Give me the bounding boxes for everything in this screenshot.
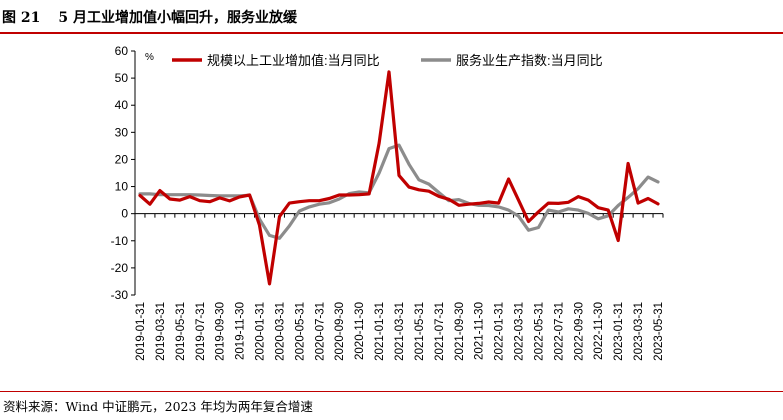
y-tick-label: 50 xyxy=(115,71,129,85)
x-tick-label: 2020-09-30 xyxy=(334,302,346,361)
y-tick-label: 20 xyxy=(115,152,129,166)
x-tick-label: 2021-09-30 xyxy=(454,302,466,361)
x-tick-label: 2021-01-31 xyxy=(374,302,386,361)
x-tick-label: 2021-11-30 xyxy=(474,302,486,360)
x-tick-label: 2019-07-31 xyxy=(195,302,207,361)
legend-label-services: 服务业生产指数:当月同比 xyxy=(456,53,603,68)
x-tick-label: 2023-05-31 xyxy=(653,302,665,361)
x-tick-label: 2021-05-31 xyxy=(414,302,426,361)
x-tick-label: 2021-03-31 xyxy=(394,302,406,361)
x-tick-label: 2023-01-31 xyxy=(613,302,625,361)
y-tick-label: 10 xyxy=(115,180,129,194)
x-tick-label: 2021-07-31 xyxy=(434,302,446,361)
chart-legend: 规模以上工业增加值:当月同比 服务业生产指数:当月同比 xyxy=(172,53,603,68)
x-tick-label: 2022-01-31 xyxy=(494,302,506,361)
x-tick-label: 2020-01-31 xyxy=(255,302,267,361)
x-tick-label: 2020-05-31 xyxy=(294,302,306,361)
y-tick-label: 0 xyxy=(121,207,128,221)
x-tick-label: 2020-07-31 xyxy=(314,302,326,361)
x-tick-label: 2023-03-31 xyxy=(633,302,645,361)
x-tick-label: 2019-03-31 xyxy=(155,302,167,361)
x-tick-label: 2022-11-30 xyxy=(593,302,605,360)
figure-number: 图 21 xyxy=(2,10,41,26)
figure-caption: 5 月工业增加值小幅回升，服务业放缓 xyxy=(58,10,297,26)
y-tick-label: -10 xyxy=(111,234,129,248)
y-tick-label: -20 xyxy=(111,261,129,275)
y-tick-label: -30 xyxy=(111,288,129,302)
y-tick-label: 30 xyxy=(115,125,129,139)
x-tick-label: 2019-01-31 xyxy=(135,302,147,361)
y-tick-label: 60 xyxy=(115,44,129,58)
x-tick-label: 2022-09-30 xyxy=(573,302,585,361)
series-line-industrial xyxy=(138,70,660,286)
x-tick-label: 2022-05-31 xyxy=(533,302,545,361)
chart-lines xyxy=(138,70,660,286)
y-unit-label: % xyxy=(145,52,154,63)
series-line-services xyxy=(138,143,660,240)
legend-label-industrial: 规模以上工业增加值:当月同比 xyxy=(207,53,380,68)
chart-axes: 60 50 40 30 20 10 0 -10 -20 -30% 2019-01-31 2019-03… xyxy=(111,44,665,361)
x-tick-label: 2020-11-30 xyxy=(354,302,366,360)
x-tick-label: 2022-03-31 xyxy=(514,302,526,361)
title-rule xyxy=(0,32,783,34)
x-tick-label: 2022-07-31 xyxy=(553,302,565,361)
y-tick-label: 40 xyxy=(115,98,129,112)
line-chart: 60 50 40 30 20 10 0 -10 -20 -30% 2019-01-31 2019-03… xyxy=(111,44,665,361)
x-tick-label: 2019-05-31 xyxy=(175,302,187,361)
figure-title: 图 21 5 月工业增加值小幅回升，服务业放缓 xyxy=(2,7,297,27)
source-rule xyxy=(0,391,783,392)
x-tick-label: 2019-09-30 xyxy=(215,302,227,361)
x-tick-label: 2020-03-31 xyxy=(274,302,286,361)
source-note: 资料来源：Wind 中证鹏元，2023 年均为两年复合增速 xyxy=(3,399,313,414)
x-tick-label: 2019-11-30 xyxy=(235,302,247,360)
